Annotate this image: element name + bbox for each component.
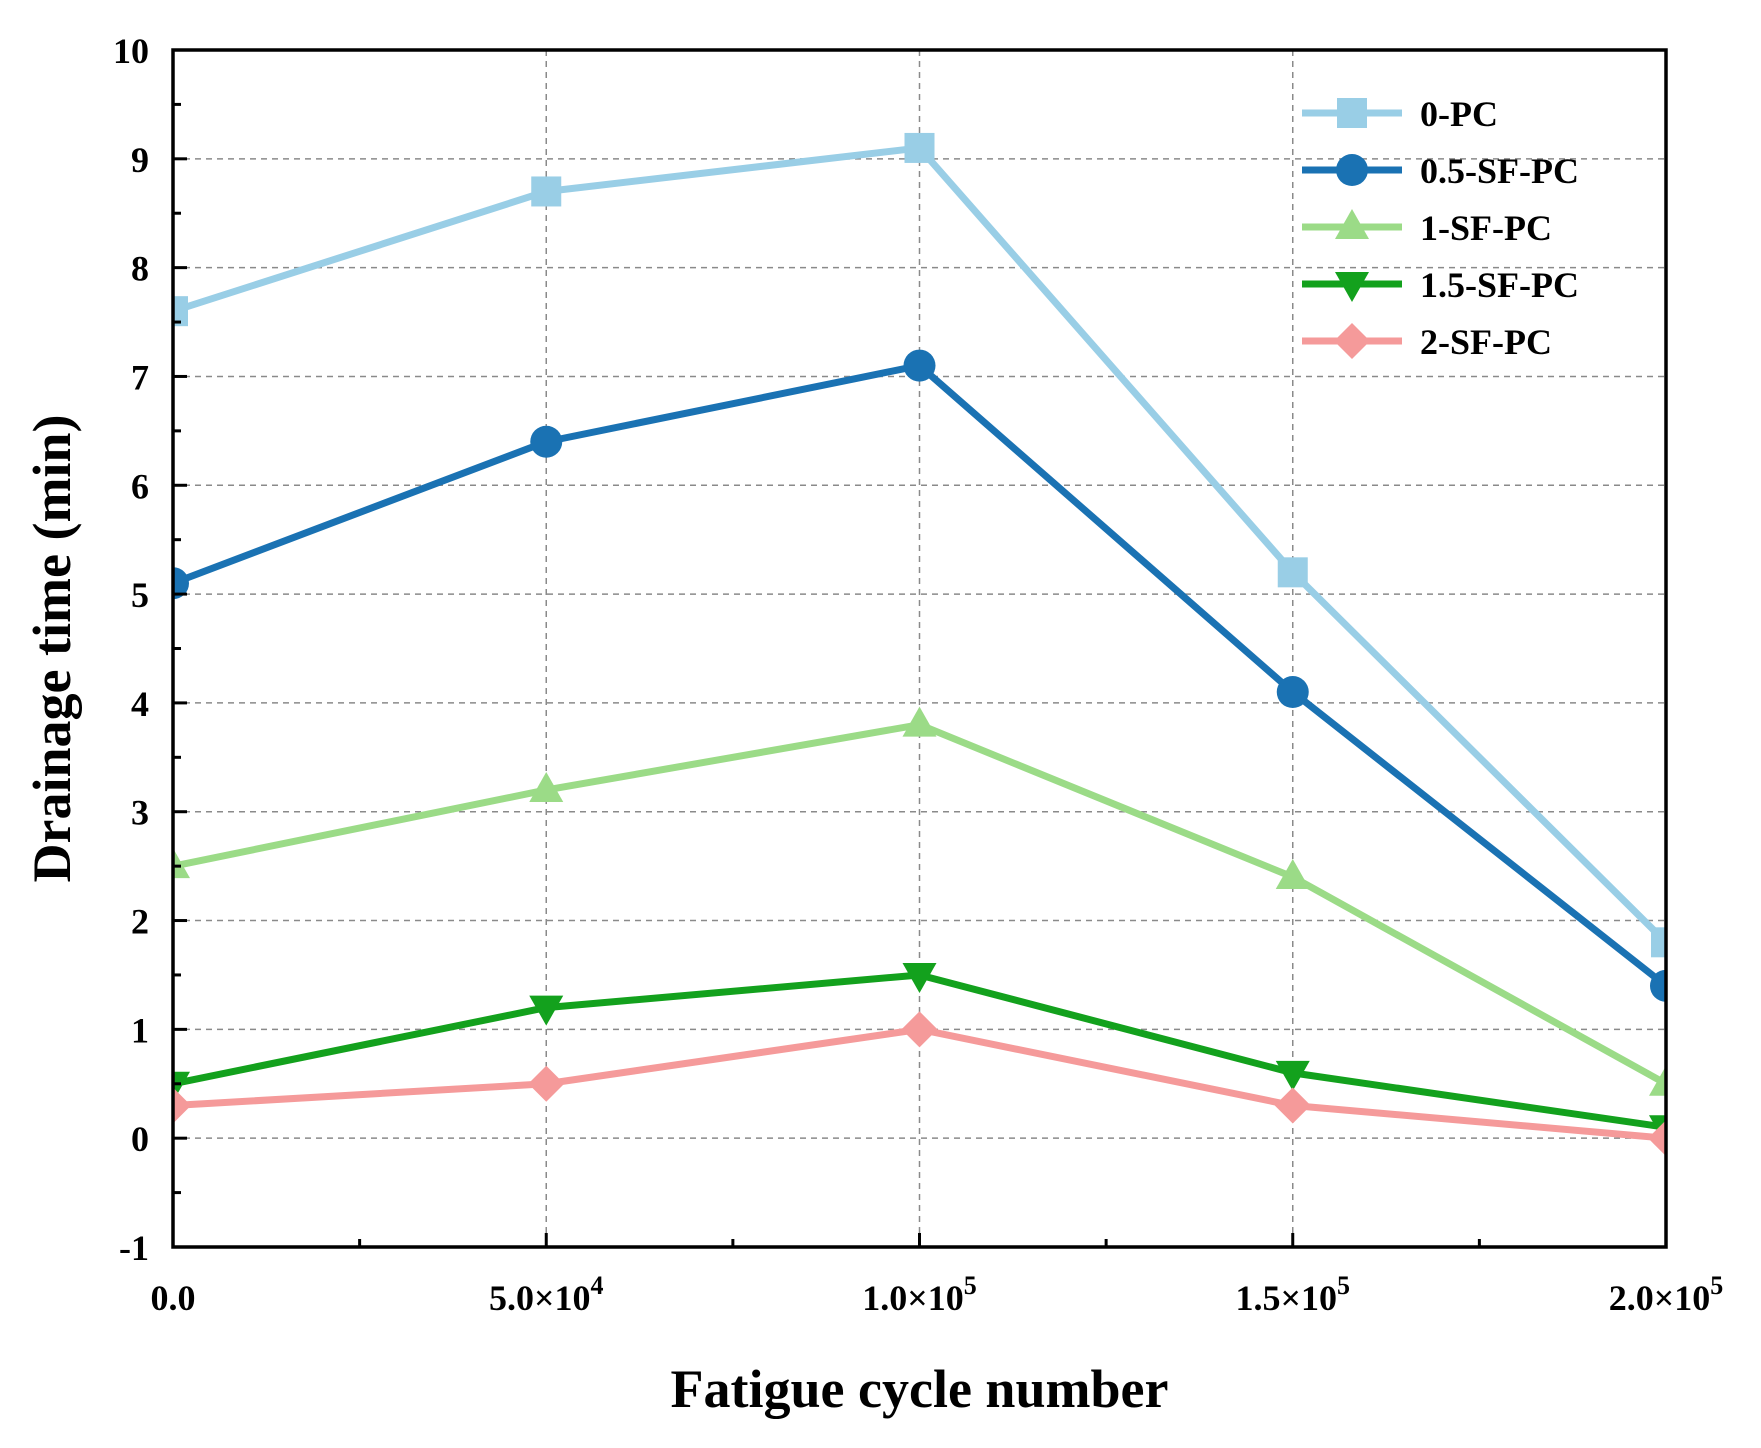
data-point-0.5-SF-PC (1276, 676, 1309, 709)
y-axis-title: Drainage time (min) (22, 415, 82, 883)
x-tick-label: 1.0×105 (862, 1271, 977, 1318)
data-point-0.5-SF-PC (1650, 969, 1666, 1002)
legend-item-2-SF-PC: 2-SF-PC (1302, 322, 1552, 362)
data-point-1.5-SF-PC (1275, 1060, 1310, 1091)
data-point-1-SF-PC (173, 848, 190, 879)
data-point-0-PC (904, 132, 935, 163)
x-tick-exponent: 4 (591, 1271, 604, 1300)
data-point-2-SF-PC (1648, 1120, 1666, 1157)
y-tick-label: 5 (131, 575, 149, 615)
legend-label: 0-PC (1420, 94, 1498, 134)
x-tick-label: 2.0×105 (1609, 1271, 1724, 1318)
y-tick-label: 3 (131, 793, 149, 833)
data-point-0.5-SF-PC (903, 349, 936, 382)
x-tick-mantissa: 2.0 (1609, 1278, 1654, 1318)
x-tick-mantissa: 1.0 (862, 1278, 907, 1318)
legend: 0-PC 0.5-SF-PC 1-SF-PC 1.5-SF-PC 2-SF-PC (1302, 94, 1579, 362)
legend-item-0-PC: 0-PC (1302, 94, 1498, 134)
x-tick-times: ×10 (534, 1278, 591, 1318)
legend-marker (1337, 98, 1367, 128)
series-group (173, 132, 1666, 1157)
x-tick-times: ×10 (1280, 1278, 1337, 1318)
data-point-1-SF-PC (1275, 859, 1310, 890)
legend-label: 1.5-SF-PC (1420, 265, 1579, 305)
x-tick-exponent: 5 (1337, 1271, 1350, 1300)
x-tick-label: 0.0 (151, 1278, 196, 1318)
series-clip-group (173, 132, 1666, 1157)
data-point-1-SF-PC (1649, 1065, 1666, 1096)
x-tick-mantissa: 1.5 (1235, 1278, 1280, 1318)
grid-lines (173, 50, 1666, 1247)
legend-label: 2-SF-PC (1420, 322, 1552, 362)
data-point-2-SF-PC (528, 1065, 565, 1102)
data-point-0-PC (1277, 557, 1308, 588)
legend-marker (1336, 154, 1368, 186)
y-tick-label: 6 (131, 466, 149, 506)
data-point-1.5-SF-PC (902, 962, 937, 993)
x-tick-times: ×10 (1654, 1278, 1711, 1318)
y-tick-label: 1 (131, 1010, 149, 1050)
y-tick-label: 0 (131, 1119, 149, 1159)
series-0.5-SF-PC (173, 349, 1666, 1002)
legend-item-1.5-SF-PC: 1.5-SF-PC (1302, 265, 1579, 305)
y-tick-label: 9 (131, 140, 149, 180)
x-tick-label: 5.0×104 (489, 1271, 604, 1318)
legend-marker (1335, 209, 1369, 239)
data-point-2-SF-PC (901, 1011, 938, 1048)
y-tick-label: 8 (131, 249, 149, 289)
data-point-0.5-SF-PC (173, 567, 189, 600)
data-point-1.5-SF-PC (529, 995, 564, 1026)
legend-label: 1-SF-PC (1420, 208, 1552, 248)
data-point-1-SF-PC (529, 771, 564, 802)
y-tick-label: -1 (119, 1228, 149, 1268)
x-tick-mantissa: 0.0 (151, 1278, 196, 1318)
legend-item-1-SF-PC: 1-SF-PC (1302, 208, 1552, 248)
data-point-0.5-SF-PC (530, 425, 563, 458)
data-point-0-PC (173, 296, 188, 327)
data-point-1-SF-PC (902, 706, 937, 737)
x-tick-label: 1.5×105 (1235, 1271, 1350, 1318)
axis-ticks (171, 48, 1668, 1249)
legend-marker (1335, 272, 1369, 302)
y-tick-label: 7 (131, 357, 149, 397)
series-0-PC (173, 132, 1666, 958)
x-tick-mantissa: 5.0 (489, 1278, 534, 1318)
x-tick-times: ×10 (907, 1278, 964, 1318)
legend-item-0.5-SF-PC: 0.5-SF-PC (1302, 151, 1579, 191)
x-axis-title: Fatigue cycle number (671, 1359, 1169, 1419)
y-tick-label: 2 (131, 902, 149, 942)
y-tick-label: 4 (131, 684, 149, 724)
legend-label: 0.5-SF-PC (1420, 151, 1579, 191)
series-1-SF-PC (173, 706, 1666, 1096)
x-tick-exponent: 5 (1710, 1271, 1723, 1300)
data-point-2-SF-PC (1274, 1087, 1311, 1124)
data-point-2-SF-PC (173, 1087, 191, 1124)
x-tick-exponent: 5 (964, 1271, 977, 1300)
legend-marker (1334, 323, 1370, 359)
series-2-SF-PC (173, 1011, 1666, 1157)
data-point-0-PC (1651, 927, 1666, 958)
data-point-0-PC (531, 176, 562, 207)
y-tick-label: 10 (113, 31, 149, 71)
